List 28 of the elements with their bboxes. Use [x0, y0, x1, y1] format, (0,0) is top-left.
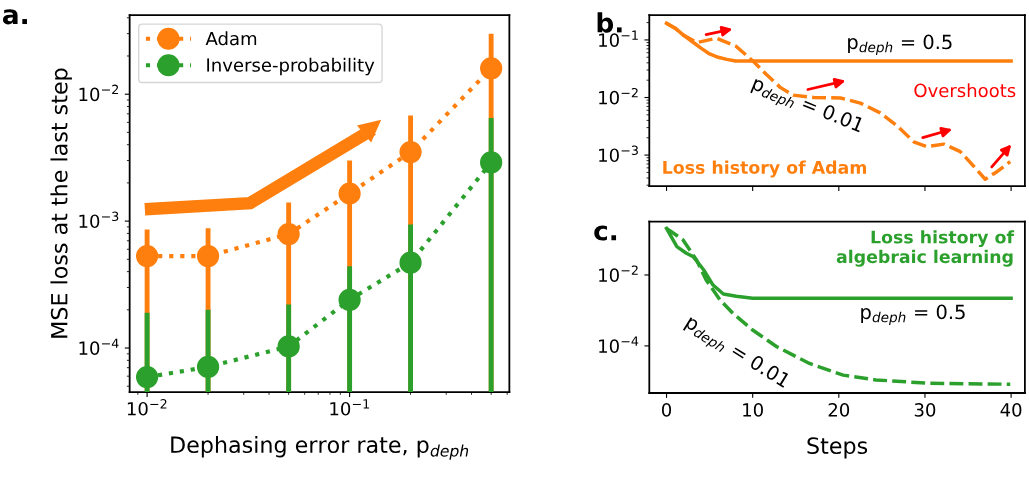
x-tick-label: 0: [661, 403, 672, 417]
y-tick-label: 10$^{−3}$: [599, 145, 638, 163]
y-tick-label: 10$^{−2}$: [79, 84, 119, 102]
chart-title: a.: [2, 9, 27, 25]
x-tick-label: 30: [914, 403, 936, 417]
y-axis-title: MSE loss at the last step: [50, 68, 72, 338]
annotation: p$_{deph}$ = 0.5: [861, 304, 965, 325]
y-tick-label: 10$^{−2}$: [599, 87, 638, 105]
legend-label: Adam: [205, 31, 257, 46]
legend-label: Inverse-probability: [207, 57, 375, 76]
chart-title: c.: [594, 225, 617, 241]
x-tick-label: 10$^{−1}$: [330, 399, 369, 416]
x-axis-title: Dephasing error rate, p$_{deph}$: [171, 435, 469, 460]
annotation: Loss history of algebraic learning: [836, 230, 1015, 267]
y-tick-label: 10$^{−4}$: [599, 336, 639, 353]
annotation: Overshoots: [914, 83, 1016, 98]
x-tick-label: 40: [1000, 403, 1022, 417]
annotation: p$_{deph}$ = 0.01: [681, 314, 791, 393]
annotation: Loss history of Adam: [663, 160, 867, 178]
y-tick-label: 10$^{−3}$: [79, 211, 119, 229]
annotation: p$_{deph}$ = 0.5: [848, 34, 952, 55]
x-tick-label: 20: [828, 403, 850, 417]
y-tick-label: 10$^{−2}$: [599, 265, 638, 282]
x-axis-title: Steps: [807, 437, 868, 459]
y-tick-label: 10$^{−4}$: [79, 338, 119, 356]
x-tick-label: 10$^{−2}$: [127, 399, 167, 416]
annotation: p$_{deph}$ = 0.01: [749, 75, 865, 138]
x-tick-label: 10: [743, 403, 763, 417]
